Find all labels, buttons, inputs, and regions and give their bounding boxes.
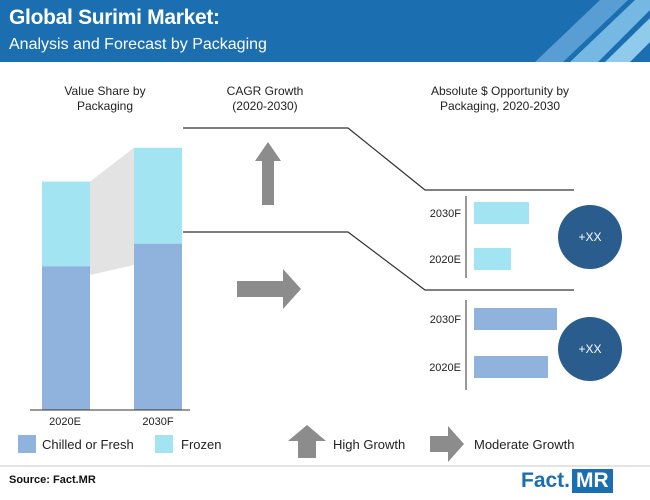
legend-right-arrow-icon xyxy=(430,426,464,462)
opportunity-tick-frozen-2030f: 2030F xyxy=(430,208,461,220)
opportunity-badge-frozen xyxy=(558,205,622,269)
opportunity-tick-chilled-2030f: 2030F xyxy=(430,314,461,326)
cagr-label-line2: (2020-2030) xyxy=(232,99,297,113)
bar-frozen-2020e xyxy=(42,181,90,267)
legend-label-moderate-growth: Moderate Growth xyxy=(474,437,574,452)
legend-label-chilled: Chilled or Fresh xyxy=(42,437,134,452)
up-arrow-icon xyxy=(255,142,281,205)
opportunity-label-line1: Absolute $ Opportunity by xyxy=(431,84,569,98)
bar-chilled-2020e xyxy=(42,266,90,410)
legend-label-frozen: Frozen xyxy=(181,437,221,452)
logo-text-mr: MR xyxy=(572,469,613,493)
value-share-label-line2: Packaging xyxy=(77,99,133,113)
right-arrow-icon xyxy=(237,269,301,309)
chart-title: Global Surimi Market: xyxy=(9,6,220,29)
legend-label-high-growth: High Growth xyxy=(333,437,405,452)
legend-swatch-chilled xyxy=(18,435,36,453)
bar-frozen-2030f xyxy=(134,147,182,244)
opportunity-badge-chilled-text: +XX xyxy=(578,342,601,356)
connector-line-frozen xyxy=(183,127,574,191)
opportunity-label-line2: Packaging, 2020-2030 xyxy=(440,99,560,113)
source-note: Source: Fact.MR xyxy=(9,474,96,486)
opportunity-bar-frozen-2020e xyxy=(474,248,511,270)
legend-up-arrow-icon xyxy=(288,425,326,458)
header-stripes xyxy=(535,0,650,62)
opportunity-badge-frozen-text: +XX xyxy=(578,230,601,244)
cagr-label-line1: CAGR Growth xyxy=(227,84,304,98)
legend-swatch-frozen xyxy=(155,435,173,453)
chart-subtitle: Analysis and Forecast by Packaging xyxy=(9,36,267,53)
opportunity-tick-frozen-2020e: 2020E xyxy=(429,254,461,266)
stacked-bar-group xyxy=(42,147,182,410)
bar-chilled-2030f xyxy=(134,243,182,410)
opportunity-bars xyxy=(474,202,557,378)
connector-line-chilled xyxy=(183,231,574,291)
factmr-logo: Fact. MR xyxy=(521,467,613,495)
bar-connector xyxy=(90,147,134,275)
opportunity-bar-frozen-2030f xyxy=(474,202,529,224)
logo-text-fact: Fact. xyxy=(521,469,571,492)
opportunity-bar-chilled-2020e xyxy=(474,356,548,378)
x-tick-label-2020e: 2020E xyxy=(49,416,81,428)
x-tick-label-2030f: 2030F xyxy=(142,416,173,428)
opportunity-labels: 2030F 2020E 2030F 2020E xyxy=(429,208,461,374)
opportunity-badge-chilled xyxy=(558,317,622,381)
opportunity-bar-chilled-2030f xyxy=(474,308,557,330)
value-share-label-line1: Value Share by xyxy=(64,84,145,98)
opportunity-tick-chilled-2020e: 2020E xyxy=(429,362,461,374)
header-banner: Global Surimi Market: Analysis and Forec… xyxy=(0,0,650,62)
